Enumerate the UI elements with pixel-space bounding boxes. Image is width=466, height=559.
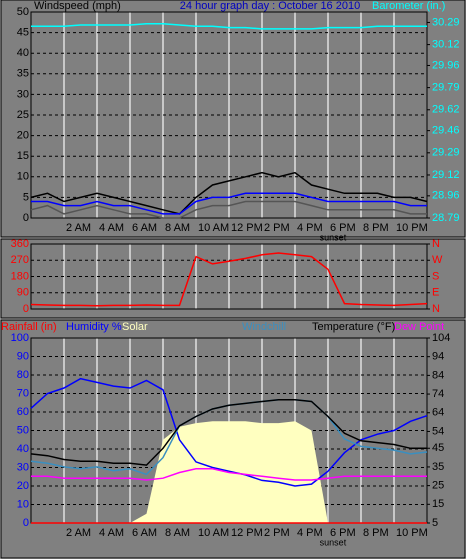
- y2-tick-label: N: [432, 303, 440, 315]
- y2-tick-label: 29.46: [432, 125, 460, 137]
- line: [30, 252, 428, 307]
- x-tick-label: 2 PM: [264, 527, 290, 539]
- y-tick-label: 0: [23, 212, 29, 224]
- y2-tick-label: 5: [432, 517, 438, 529]
- y2-tick-label: 25: [432, 480, 444, 492]
- y-tick-label: 360: [11, 238, 29, 250]
- annotation: sunset: [320, 232, 347, 242]
- x-tick-label: 4 AM: [99, 222, 124, 234]
- x-tick-label: 12 PM: [231, 527, 263, 539]
- x-tick-label: 6 AM: [132, 222, 157, 234]
- y-tick-label: 30: [17, 461, 29, 473]
- y-tick-label: 70: [17, 387, 29, 399]
- y2-tick-label: 94: [432, 351, 444, 363]
- y-tick-label: 50: [17, 6, 29, 18]
- x-tick-label: 8 AM: [165, 222, 190, 234]
- y2-tick-label: N: [432, 238, 440, 250]
- y-tick-label: 90: [17, 350, 29, 362]
- x-tick-label: 4 AM: [99, 527, 124, 539]
- y-tick-label: 60: [17, 406, 29, 418]
- y2-tick-label: 28.79: [432, 212, 460, 224]
- x-tick-label: 8 AM: [165, 527, 190, 539]
- x-tick-label: 6 AM: [132, 527, 157, 539]
- y-tick-label: 0: [23, 517, 29, 529]
- y-tick-label: 90: [17, 287, 29, 299]
- legend-label: Dew Point: [394, 321, 444, 333]
- y2-tick-label: 29.12: [432, 169, 460, 181]
- line: [30, 171, 428, 215]
- x-tick-label: 10 PM: [396, 222, 428, 234]
- y2-tick-label: 104: [432, 332, 450, 344]
- y-tick-label: 10: [17, 498, 29, 510]
- plot-frame: [30, 243, 428, 310]
- y2-tick-label: 29.29: [432, 147, 460, 159]
- x-tick-label: 6 PM: [330, 527, 356, 539]
- annotation: sunset: [320, 537, 347, 547]
- line: [31, 468, 427, 481]
- x-tick-label: 6 PM: [330, 222, 356, 234]
- y-tick-label: 270: [11, 254, 29, 266]
- y-tick-label: 10: [17, 171, 29, 183]
- legend-label: Windchill: [242, 321, 286, 333]
- plot-frame: [30, 11, 428, 219]
- y-tick-label: 40: [17, 443, 29, 455]
- y2-tick-label: 84: [432, 369, 444, 381]
- y-tick-label: 5: [23, 191, 29, 203]
- x-tick-label: 10 PM: [396, 527, 428, 539]
- legend-label: Rainfall (in): [1, 321, 57, 333]
- x-tick-label: 10 AM: [198, 222, 229, 234]
- y2-tick-label: 35: [432, 461, 444, 473]
- legend-label: Temperature (°F): [312, 321, 395, 333]
- y2-tick-label: E: [432, 287, 439, 299]
- legend-label: Solar: [122, 321, 148, 333]
- x-tick-label: 8 PM: [363, 222, 389, 234]
- y2-tick-label: S: [432, 270, 439, 282]
- y2-tick-label: 30.29: [432, 16, 460, 28]
- line: [31, 192, 427, 215]
- y2-axis-label: Barometer (in.): [372, 0, 445, 12]
- x-tick-label: 2 AM: [66, 222, 91, 234]
- x-tick-label: 12 PM: [231, 222, 263, 234]
- x-tick-label: 2 PM: [264, 222, 290, 234]
- y-tick-label: 30: [17, 88, 29, 100]
- line: [30, 200, 427, 219]
- y-tick-label: 15: [17, 150, 29, 162]
- x-tick-label: 4 PM: [297, 527, 323, 539]
- y2-tick-label: 54: [432, 425, 444, 437]
- x-tick-label: 4 PM: [297, 222, 323, 234]
- y-tick-label: 35: [17, 68, 29, 80]
- y-tick-label: 0: [23, 303, 29, 315]
- y-tick-label: 20: [17, 480, 29, 492]
- y-tick-label: 40: [17, 47, 29, 59]
- x-tick-label: 2 AM: [66, 527, 91, 539]
- y2-tick-label: 74: [432, 388, 444, 400]
- y-tick-label: 50: [17, 424, 29, 436]
- line: [30, 377, 428, 487]
- y-tick-label: 180: [11, 270, 29, 282]
- y2-tick-label: 45: [432, 442, 444, 454]
- y2-tick-label: W: [432, 254, 443, 266]
- y-tick-label: 20: [17, 130, 29, 142]
- x-tick-label: 8 PM: [363, 527, 389, 539]
- y2-tick-label: 28.96: [432, 190, 460, 202]
- y-axis-label: Windspeed (mph): [34, 0, 121, 12]
- y-tick-label: 45: [17, 27, 29, 39]
- y-tick-label: 25: [17, 109, 29, 121]
- x-tick-label: 10 AM: [198, 527, 229, 539]
- legend-label: Humidity %: [66, 321, 122, 333]
- y2-tick-label: 29.96: [432, 59, 460, 71]
- y2-tick-label: 29.79: [432, 82, 460, 94]
- y-tick-label: 80: [17, 369, 29, 381]
- y2-tick-label: 29.62: [432, 104, 460, 116]
- line: [31, 22, 427, 30]
- y2-tick-label: 15: [432, 498, 444, 510]
- line: [30, 398, 427, 466]
- y2-tick-label: 30.12: [432, 39, 460, 51]
- y-tick-label: 100: [11, 332, 29, 344]
- y2-tick-label: 64: [432, 407, 444, 419]
- chart-title: 24 hour graph day : October 16 2010: [180, 0, 360, 12]
